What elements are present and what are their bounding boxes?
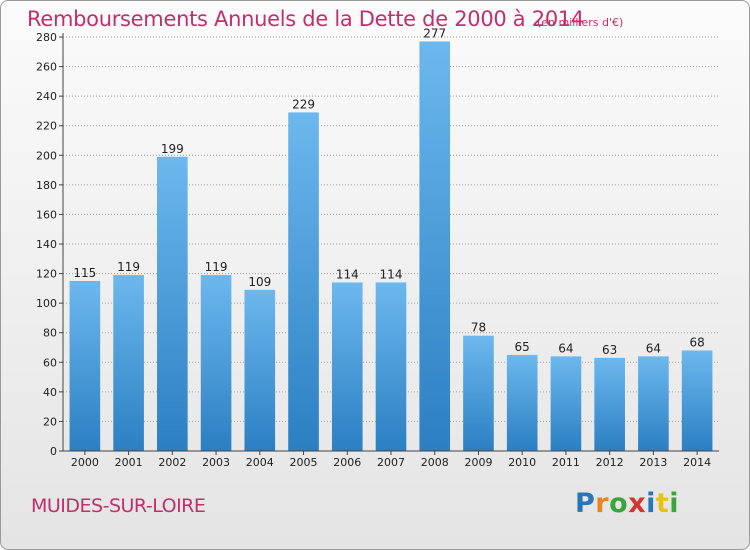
y-tick-label: 180 [36,179,57,192]
bar-2010 [506,354,538,451]
bar-2012 [594,357,625,451]
proxiti-logo: Proxiti [575,488,680,519]
x-tick-label: 2000 [71,456,99,469]
bar-2003 [200,275,232,451]
bar-2004 [244,289,276,451]
value-label: 65 [515,340,530,354]
x-tick-label: 2001 [115,456,143,469]
value-labels: 115 119 199 119 109 229 114 114 277 78 65 64 63 64 68 [73,26,704,356]
y-tick-label: 60 [43,356,57,369]
bar-2014 [681,350,713,451]
value-label: 109 [248,275,271,289]
bar-2007 [375,282,407,451]
x-tick-label: 2006 [333,456,361,469]
x-tick-label: 2014 [683,456,711,469]
value-label: 115 [73,266,96,280]
value-label: 64 [558,341,573,355]
bar-2001 [113,275,144,451]
x-tick-label: 2004 [246,456,274,469]
y-tick-labels: 0 20 40 60 80 100 120 140 160 180 200 220 240 260 280 [36,31,57,458]
y-tick-label: 200 [36,149,57,162]
value-label: 277 [423,26,446,40]
bar-2000 [69,280,101,451]
y-tick-label: 80 [43,327,57,340]
bar-2011 [550,356,582,451]
bar-2009 [463,335,494,451]
x-tick-label: 2009 [464,456,492,469]
bar-2013 [638,356,669,451]
y-tick-label: 20 [43,415,57,428]
y-tick-label: 120 [36,268,57,281]
x-tick-label: 2003 [202,456,230,469]
y-tick-label: 220 [36,120,57,133]
bar-2006 [331,282,363,451]
bar-2005 [288,112,319,452]
value-label: 64 [646,341,661,355]
x-tick-label: 2012 [596,456,624,469]
x-tick-label: 2007 [377,456,405,469]
value-label: 63 [602,343,617,357]
value-label: 119 [117,260,140,274]
value-label: 229 [292,97,315,111]
axes [62,33,719,455]
chart-title: Remboursements Annuels de la Dette de 20… [27,7,584,31]
x-tick-label: 2002 [158,456,186,469]
bar-2002 [157,156,188,451]
x-tick-label: 2005 [290,456,318,469]
y-tick-label: 100 [36,297,57,310]
value-label: 114 [380,267,403,281]
x-tick-labels: 2000 2001 2002 2003 2004 2005 2006 2007 2008 2009… [71,456,711,469]
value-label: 119 [205,260,228,274]
bars [69,41,713,452]
x-tick-label: 2008 [421,456,449,469]
chart-unit: (en milliers d'€) [537,16,624,29]
y-tick-label: 140 [36,238,57,251]
place-name: MUIDES-SUR-LOIRE [31,495,206,517]
x-tick-label: 2013 [639,456,667,469]
value-label: 199 [161,142,184,156]
y-tick-label: 160 [36,208,57,221]
y-tick-label: 260 [36,61,57,74]
value-label: 114 [336,267,359,281]
bar-2008 [419,41,451,451]
x-tick-label: 2011 [552,456,580,469]
value-label: 78 [471,321,486,335]
y-tick-label: 240 [36,90,57,103]
value-label: 68 [689,335,704,349]
y-tick-label: 40 [43,386,57,399]
x-tick-label: 2010 [508,456,536,469]
y-tick-label: 0 [50,445,57,458]
y-tick-label: 280 [36,31,57,44]
